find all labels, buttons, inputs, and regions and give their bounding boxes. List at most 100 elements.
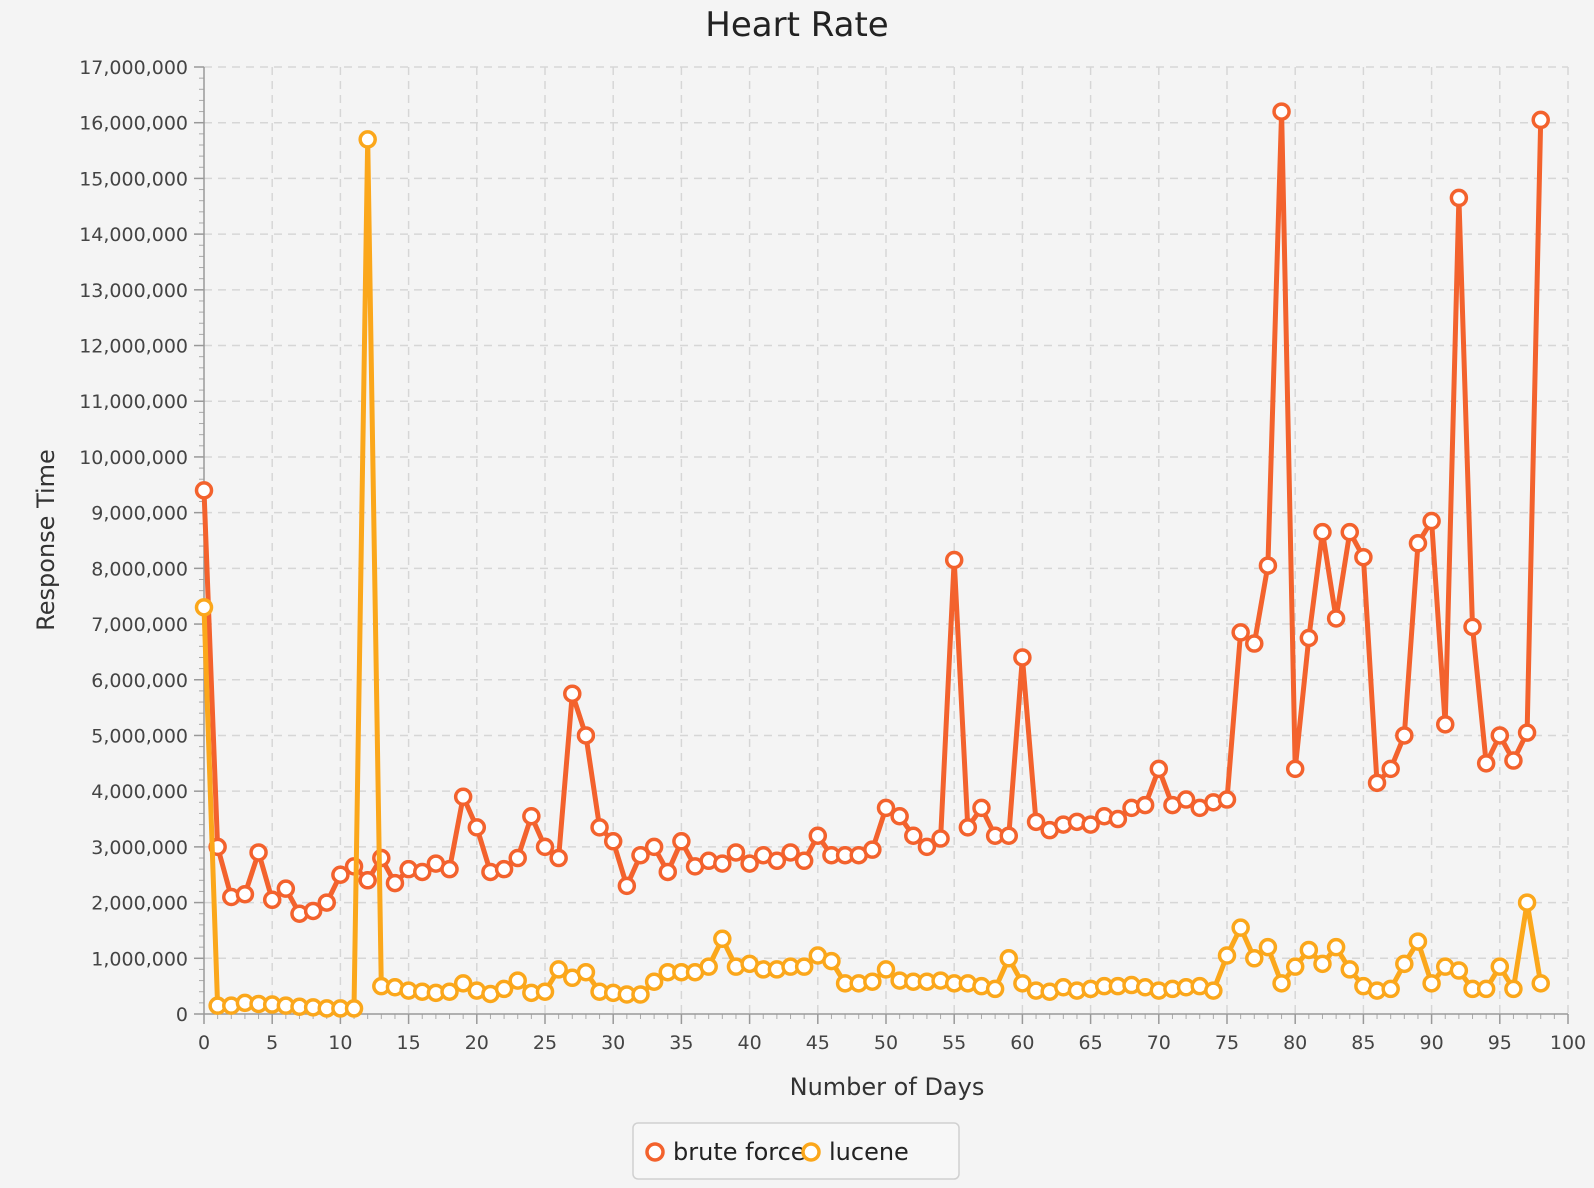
data-point — [1026, 812, 1046, 832]
legend: brute force lucene — [632, 1122, 960, 1180]
data-point — [1490, 957, 1510, 976]
data-point — [1285, 759, 1305, 779]
data-point — [344, 999, 364, 1018]
data-point — [603, 832, 623, 851]
data-point — [194, 481, 214, 500]
data-point — [972, 798, 991, 818]
data-point — [1013, 648, 1032, 667]
chart-title: Heart Rate — [705, 5, 888, 45]
data-point — [1217, 790, 1237, 809]
data-point — [794, 957, 814, 976]
data-point — [781, 843, 800, 862]
y-tick-label: 3,000,000 — [91, 837, 188, 859]
y-tick-label: 11,000,000 — [79, 391, 188, 413]
data-point — [1013, 974, 1032, 993]
data-point — [358, 130, 377, 149]
series-layer — [194, 102, 1550, 1018]
data-point — [235, 884, 255, 904]
x-tick-label: 45 — [806, 1032, 830, 1054]
data-point — [1299, 940, 1319, 960]
data-point — [590, 818, 609, 837]
legend-label: lucene — [829, 1138, 909, 1166]
y-tick-label: 10,000,000 — [79, 447, 188, 469]
data-point — [576, 726, 596, 745]
x-tick-label: 10 — [328, 1032, 352, 1054]
data-point — [1476, 754, 1496, 773]
data-point — [535, 982, 555, 1001]
data-point — [453, 787, 473, 806]
data-point — [440, 859, 459, 879]
data-point — [999, 949, 1019, 968]
data-point — [1340, 522, 1360, 542]
data-point — [631, 985, 650, 1004]
data-point — [1504, 979, 1523, 999]
x-tick-label: 65 — [1079, 1032, 1103, 1054]
data-point — [1135, 795, 1155, 815]
data-point — [385, 873, 405, 893]
x-tick-label: 75 — [1215, 1032, 1239, 1054]
data-point — [917, 837, 937, 857]
y-tick-label: 8,000,000 — [91, 558, 188, 580]
data-point — [1081, 815, 1100, 834]
x-tick-label: 60 — [1010, 1032, 1034, 1054]
axes: 0 1,000,000 2,000,000 3,000,000 4,000,000 5,0… — [79, 57, 1586, 1054]
data-point — [1313, 954, 1332, 974]
data-point — [713, 854, 732, 873]
x-tick-label: 5 — [266, 1032, 278, 1054]
data-point — [1367, 773, 1387, 793]
series-brute-force — [194, 102, 1550, 923]
data-point — [1463, 617, 1482, 637]
x-tick-label: 15 — [397, 1032, 421, 1054]
data-point — [1354, 547, 1373, 567]
data-point — [1504, 751, 1523, 770]
data-point — [767, 851, 787, 871]
data-point — [672, 832, 691, 851]
data-point — [522, 806, 541, 826]
x-tick-label: 20 — [465, 1032, 489, 1054]
data-point — [1176, 790, 1196, 809]
y-tick-label: 1,000,000 — [91, 948, 188, 970]
y-tick-label: 0 — [176, 1004, 188, 1026]
legend-marker — [645, 1142, 665, 1162]
data-point — [453, 974, 473, 993]
x-tick-label: 25 — [533, 1032, 557, 1054]
data-point — [958, 818, 978, 837]
series-lucene — [194, 130, 1550, 1018]
data-point — [508, 848, 527, 868]
data-point — [1149, 759, 1169, 779]
data-point — [1231, 918, 1250, 937]
data-point — [644, 837, 664, 857]
data-point — [863, 840, 882, 859]
data-point — [303, 901, 323, 921]
legend-box — [632, 1122, 960, 1180]
data-point — [726, 843, 746, 862]
y-tick-label: 9,000,000 — [91, 503, 188, 525]
data-point — [822, 951, 841, 971]
y-tick-label: 12,000,000 — [79, 336, 188, 358]
data-point — [794, 851, 814, 871]
data-point — [494, 859, 514, 879]
x-tick-label: 40 — [738, 1032, 762, 1054]
y-tick-label: 7,000,000 — [91, 614, 188, 636]
data-point — [1245, 634, 1264, 653]
data-point — [549, 960, 568, 979]
legend-marker — [801, 1142, 821, 1162]
data-point — [1531, 110, 1550, 130]
data-point — [467, 818, 487, 837]
data-point — [1217, 946, 1237, 965]
data-point — [1285, 957, 1305, 976]
data-point — [194, 598, 214, 617]
data-point — [644, 972, 664, 991]
x-tick-label: 50 — [874, 1032, 898, 1054]
data-point — [713, 929, 732, 949]
data-point — [1108, 809, 1128, 829]
data-point — [944, 550, 964, 570]
y-tick-label: 14,000,000 — [79, 224, 188, 246]
x-tick-label: 55 — [942, 1032, 966, 1054]
data-point — [1531, 974, 1550, 993]
data-point — [699, 957, 718, 976]
data-point — [1449, 961, 1469, 980]
data-point — [985, 979, 1005, 999]
x-tick-label: 35 — [669, 1032, 693, 1054]
data-point — [658, 862, 678, 882]
